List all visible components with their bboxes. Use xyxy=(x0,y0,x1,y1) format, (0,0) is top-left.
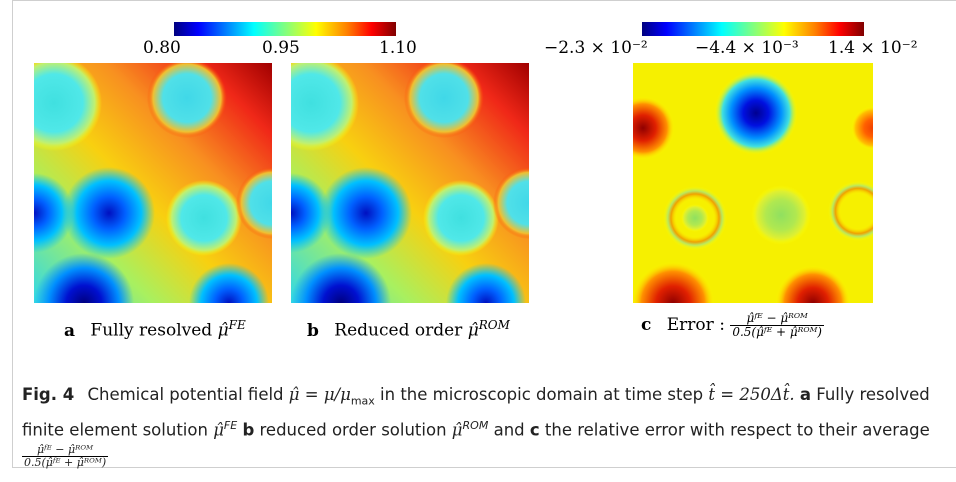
caption-letter-a: a xyxy=(799,385,811,404)
frame-left-line xyxy=(12,0,13,468)
caption-fraction: μ̂ᶠᴱ − μ̂ᴿᴼᴹ 0.5(μ̂ᶠᴱ + μ̂ᴿᴼᴹ) xyxy=(22,443,109,469)
caption-part4: reduced order solution xyxy=(259,420,447,440)
colorbar-right-tick-max: 1.4 × 10⁻² xyxy=(828,38,918,58)
caption-eq1: μ̂ = μ/μ xyxy=(288,385,351,404)
subcaption-b-symbol: μ̂ xyxy=(467,320,479,341)
colorbar-left-tick-max: 1.10 xyxy=(379,38,417,58)
caption-eq1-sub: max xyxy=(350,394,375,408)
subcaption-a-letter: a xyxy=(64,320,76,341)
subcaption-c-text: Error : xyxy=(666,315,725,335)
caption-part1: Chemical potential field xyxy=(87,385,284,404)
caption-part6: the relative error with respect to their… xyxy=(544,420,930,440)
frame-bottom-line xyxy=(12,467,956,468)
subcaption-a-text: Fully resolved xyxy=(90,320,213,341)
subcaption-b-letter: b xyxy=(307,320,319,341)
figure-caption: Fig. 4 Chemical potential field μ̂ = μ/μ… xyxy=(22,382,937,469)
colorbar-left-tick-min: 0.80 xyxy=(143,38,181,58)
colorbar-right-tick-mid: −4.4 × 10⁻³ xyxy=(695,38,799,58)
caption-sup-rom: ROM xyxy=(462,419,489,433)
subcaption-a-symbol: μ̂ xyxy=(217,320,229,341)
subcaption-c-letter: c xyxy=(641,315,652,335)
frame-top-line xyxy=(12,0,956,1)
subcaption-c: c Error : μ̂ᶠᴱ − μ̂ᴿᴼᴹ 0.5(μ̂ᶠᴱ + μ̂ᴿᴼᴹ) xyxy=(641,312,824,339)
panel-c-error-field xyxy=(633,63,873,303)
caption-letter-c: c xyxy=(529,420,540,440)
colorbar-left-tick-mid: 0.95 xyxy=(262,38,300,58)
caption-frac-num: μ̂ᶠᴱ − μ̂ᴿᴼᴹ xyxy=(22,443,109,457)
subcaption-a: a Fully resolved μ̂FE xyxy=(64,318,246,341)
subcaption-b: b Reduced order μ̂ROM xyxy=(307,318,510,341)
colorbar-left xyxy=(174,22,396,36)
subcaption-c-fraction: μ̂ᶠᴱ − μ̂ᴿᴼᴹ 0.5(μ̂ᶠᴱ + μ̂ᴿᴼᴹ) xyxy=(730,312,824,339)
caption-eq2: t̂ = 250Δt̂. xyxy=(708,385,795,404)
panel-a-field xyxy=(34,63,272,303)
subcaption-b-text: Reduced order xyxy=(334,320,463,341)
colorbar-right-tick-min: −2.3 × 10⁻² xyxy=(544,38,648,58)
caption-part5: and xyxy=(493,420,525,440)
colorbar-right xyxy=(642,22,864,36)
caption-part3: Fully resolved finite element solution xyxy=(22,385,930,440)
panel-b-field xyxy=(291,63,529,303)
caption-letter-b: b xyxy=(242,420,255,440)
subcaption-c-frac-num: μ̂ᶠᴱ − μ̂ᴿᴼᴹ xyxy=(730,312,824,326)
caption-sup-fe: FE xyxy=(223,419,238,433)
subcaption-a-sup: FE xyxy=(228,318,246,332)
caption-fig-label: Fig. 4 xyxy=(22,385,75,404)
subcaption-b-sup: ROM xyxy=(478,318,510,332)
subcaption-c-frac-den: 0.5(μ̂ᶠᴱ + μ̂ᴿᴼᴹ) xyxy=(732,325,822,339)
caption-sym-rom: μ̂ xyxy=(451,420,463,440)
caption-part2: in the microscopic domain at time step xyxy=(380,385,704,404)
caption-frac-den: 0.5(μ̂ᶠᴱ + μ̂ᴿᴼᴹ) xyxy=(24,455,107,469)
caption-sym-fe: μ̂ xyxy=(213,420,224,440)
